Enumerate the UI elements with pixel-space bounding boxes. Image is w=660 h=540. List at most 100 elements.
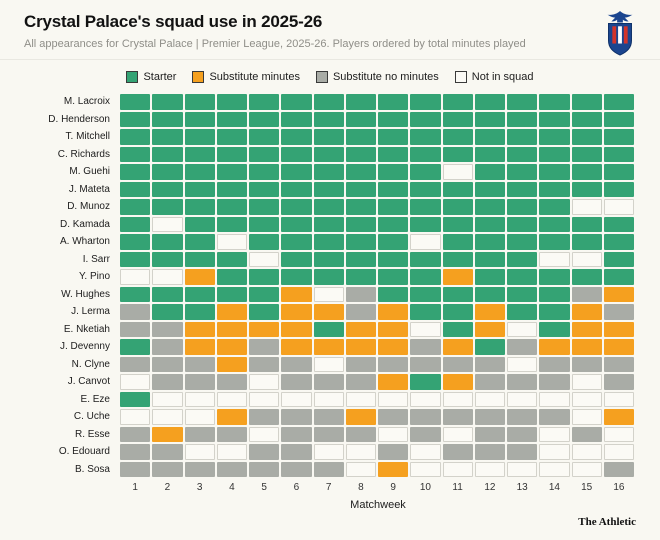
player-label: I. Sarr	[82, 253, 110, 265]
player-row: D. Munoz	[24, 199, 636, 215]
cell-starter	[216, 199, 247, 215]
cell-substitute-no-minutes	[120, 356, 151, 372]
cell-not-in-squad	[474, 461, 505, 477]
cell-starter	[539, 164, 570, 180]
cell-starter	[507, 129, 538, 145]
cell-starter	[120, 391, 151, 407]
cell-not-in-squad	[184, 409, 215, 425]
cell-starter	[474, 286, 505, 302]
player-row: N. Clyne	[24, 356, 636, 372]
cell-starter	[474, 269, 505, 285]
cell-substitute-no-minutes	[474, 426, 505, 442]
cell-substitute-minutes	[313, 339, 344, 355]
player-row: B. Sosa	[24, 461, 636, 477]
cell-starter	[281, 164, 312, 180]
cell-starter	[184, 111, 215, 127]
cell-not-in-squad	[442, 426, 473, 442]
player-label: R. Esse	[74, 428, 110, 440]
player-row: M. Lacroix	[24, 94, 636, 110]
cell-not-in-squad	[216, 444, 247, 460]
player-label: E. Eze	[80, 393, 110, 405]
cell-not-in-squad	[249, 391, 280, 407]
x-tick: 2	[164, 482, 171, 493]
x-tick: 5	[261, 482, 267, 493]
cell-starter	[378, 129, 409, 145]
cell-substitute-minutes	[603, 409, 634, 425]
cell-starter	[152, 146, 183, 162]
cell-starter	[442, 146, 473, 162]
player-row: O. Edouard	[24, 444, 636, 460]
cell-starter	[281, 234, 312, 250]
cell-starter	[345, 234, 376, 250]
cell-substitute-no-minutes	[474, 409, 505, 425]
player-label: N. Clyne	[71, 358, 110, 370]
cell-starter	[120, 181, 151, 197]
cell-substitute-no-minutes	[571, 426, 602, 442]
cell-starter	[345, 146, 376, 162]
cell-starter	[313, 94, 344, 110]
cell-not-in-squad	[442, 461, 473, 477]
cell-starter	[442, 251, 473, 267]
cell-starter	[184, 286, 215, 302]
cell-not-in-squad	[313, 444, 344, 460]
cell-starter	[313, 234, 344, 250]
cell-substitute-minutes	[345, 321, 376, 337]
cell-starter	[410, 146, 441, 162]
cell-starter	[216, 164, 247, 180]
cell-not-in-squad	[120, 269, 151, 285]
cell-starter	[345, 216, 376, 232]
cell-substitute-no-minutes	[281, 444, 312, 460]
legend-item-substitute-no-minutes: Substitute no minutes	[315, 70, 439, 83]
cell-starter	[313, 199, 344, 215]
cell-not-in-squad	[571, 409, 602, 425]
cell-starter	[184, 181, 215, 197]
cell-substitute-no-minutes	[313, 409, 344, 425]
cell-starter	[216, 251, 247, 267]
cell-starter	[410, 286, 441, 302]
cell-starter	[184, 251, 215, 267]
cell-starter	[249, 234, 280, 250]
cell-starter	[378, 269, 409, 285]
cell-starter	[507, 286, 538, 302]
cell-substitute-no-minutes	[281, 356, 312, 372]
x-tick: 12	[484, 482, 496, 493]
cell-starter	[507, 304, 538, 320]
player-label: J. Lerma	[71, 306, 110, 317]
cell-substitute-no-minutes	[345, 426, 376, 442]
page-title: Crystal Palace's squad use in 2025-26	[24, 12, 323, 31]
cell-starter	[249, 94, 280, 110]
x-tick: 10	[419, 482, 431, 493]
cell-substitute-no-minutes	[281, 426, 312, 442]
cell-starter	[603, 146, 634, 162]
player-row: I. Sarr	[24, 251, 636, 267]
cell-starter	[410, 94, 441, 110]
cell-starter	[184, 129, 215, 145]
player-row: E. Eze	[24, 391, 636, 407]
cell-starter	[539, 286, 570, 302]
player-row: D. Kamada	[24, 216, 636, 232]
cell-starter	[249, 146, 280, 162]
player-row: M. Guehi	[24, 164, 636, 180]
cell-starter	[249, 129, 280, 145]
brand-footer: The Athletic	[578, 516, 636, 528]
cell-starter	[507, 94, 538, 110]
cell-starter	[249, 199, 280, 215]
header: Crystal Palace's squad use in 2025-26 Al…	[0, 0, 660, 56]
cell-substitute-no-minutes	[152, 444, 183, 460]
cell-starter	[603, 269, 634, 285]
cell-starter	[120, 164, 151, 180]
cell-starter	[120, 286, 151, 302]
squad-use-heatmap: M. Lacroix D. Henderson T. Mitchell C. Rich…	[24, 94, 636, 511]
cell-starter	[474, 251, 505, 267]
cell-not-in-squad	[410, 444, 441, 460]
cell-starter	[249, 216, 280, 232]
cell-starter	[410, 304, 441, 320]
cell-substitute-no-minutes	[603, 374, 634, 390]
cell-starter	[442, 321, 473, 337]
cell-starter	[120, 339, 151, 355]
cell-starter	[571, 111, 602, 127]
cell-not-in-squad	[603, 391, 634, 407]
legend-item-not-in-squad: Not in squad	[454, 70, 534, 83]
cell-starter	[281, 269, 312, 285]
x-tick: 8	[358, 482, 364, 493]
